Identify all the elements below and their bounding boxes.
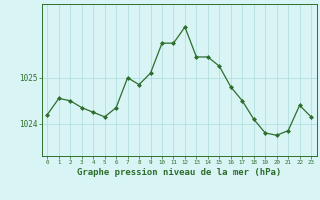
X-axis label: Graphe pression niveau de la mer (hPa): Graphe pression niveau de la mer (hPa) <box>77 168 281 177</box>
